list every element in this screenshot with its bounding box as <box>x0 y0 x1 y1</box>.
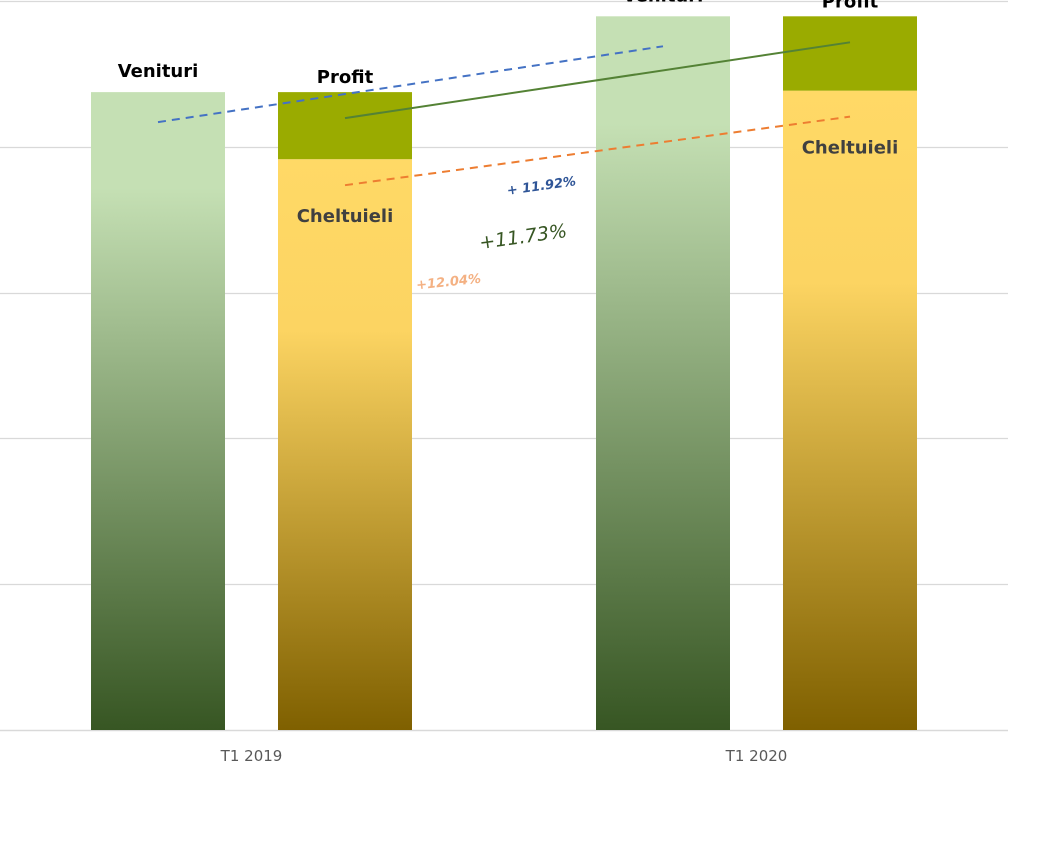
label-cheltuieli: Cheltuieli <box>297 206 394 227</box>
label-venituri: Venituri <box>118 61 199 82</box>
x-tick-label: T1 2020 <box>725 747 788 765</box>
trend-line-profit <box>344 41 851 120</box>
label-cheltuieli: Cheltuieli <box>802 138 899 159</box>
bar-venituri <box>91 92 225 730</box>
x-tick-label: T1 2019 <box>220 747 283 765</box>
trend-line-venituri <box>157 45 664 124</box>
bar-venituri <box>596 16 730 730</box>
growth-label-cheltuieli: +12.04% <box>416 272 482 294</box>
bar-profit <box>278 92 412 160</box>
bar-profit <box>783 16 917 91</box>
growth-label-profit: +11.73% <box>478 220 569 254</box>
growth-label-venituri: + 11.92% <box>506 174 577 199</box>
bar-cheltuieli <box>278 159 412 730</box>
trend-line-cheltuieli <box>344 115 851 187</box>
label-profit: Profit <box>822 0 879 12</box>
label-venituri: Venituri <box>623 0 704 6</box>
bar-cheltuieli <box>783 90 917 731</box>
label-profit: Profit <box>317 67 374 88</box>
